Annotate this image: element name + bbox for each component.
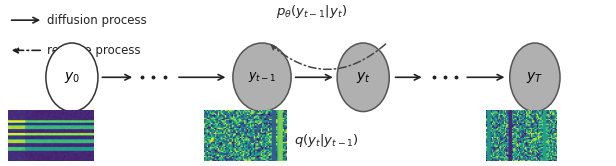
- Text: diffusion process: diffusion process: [47, 14, 147, 27]
- Text: $y_t$: $y_t$: [356, 70, 371, 85]
- Text: $q(y_t|y_{t-1})$: $q(y_t|y_{t-1})$: [294, 132, 359, 149]
- Text: $y_T$: $y_T$: [526, 70, 543, 85]
- Ellipse shape: [510, 43, 560, 112]
- FancyArrowPatch shape: [272, 44, 386, 69]
- Text: $p_{\theta}(y_{t-1}|y_t)$: $p_{\theta}(y_{t-1}|y_t)$: [275, 3, 347, 20]
- Text: $y_0$: $y_0$: [64, 70, 80, 85]
- Ellipse shape: [46, 43, 98, 112]
- Ellipse shape: [233, 43, 291, 112]
- Ellipse shape: [337, 43, 389, 112]
- Text: reverse process: reverse process: [47, 44, 141, 57]
- Text: $y_{t-1}$: $y_{t-1}$: [248, 70, 277, 84]
